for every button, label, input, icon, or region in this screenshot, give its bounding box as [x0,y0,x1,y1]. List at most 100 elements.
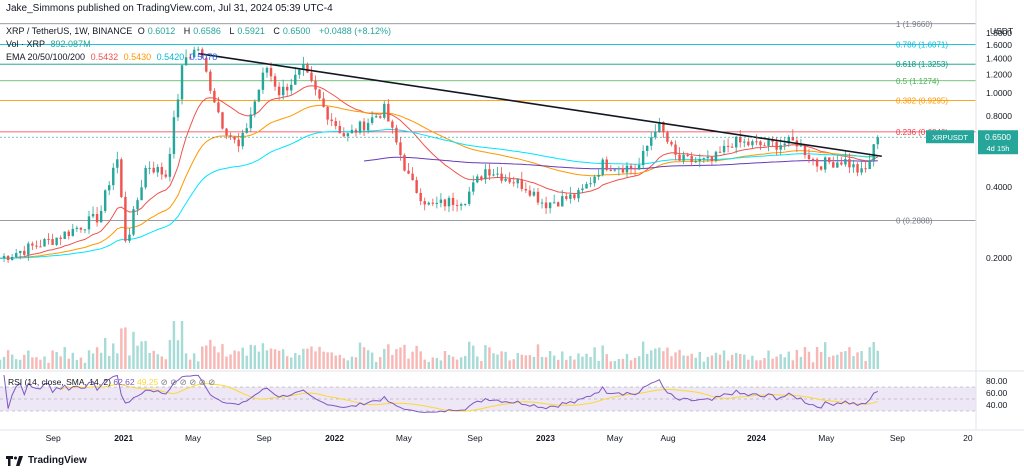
volume-bar [840,351,843,369]
candle-body [726,145,730,147]
candle-body [536,191,540,203]
rsi-visibility-icons[interactable]: ⊘ ⊘ ⊘ ⊘ ⊘ ⊘ [160,377,216,387]
volume-bar [856,352,859,369]
volume-bar [726,360,730,369]
volume-bar [561,351,564,369]
candle-body [730,146,734,148]
volume-bar [201,346,204,369]
volume-bar [548,351,552,369]
candle-body [524,188,528,191]
candle-body [35,245,38,247]
candle-body [31,243,34,246]
candle-body [103,190,107,211]
volume-bar [508,360,511,369]
candle-body [257,89,261,102]
candle-body [734,136,738,148]
volume-bar [431,357,435,369]
volume-bar [374,361,378,369]
volume-bar [544,357,548,369]
candle-body [520,179,524,189]
candle-body [666,132,669,142]
candle-body [561,196,564,207]
rsi-header: RSI (14, close, SMA, 14, 2) 62.62 49.25 … [8,377,215,388]
volume-bar [573,359,576,369]
volume-bar [87,350,91,369]
volume-bar [136,345,139,369]
volume-bar [625,353,629,369]
volume-bar [217,352,220,369]
volume-bar [803,347,807,369]
volume-bar [0,359,2,369]
volume-bar [698,352,701,369]
tradingview-brand[interactable]: TradingView [6,455,87,466]
volume-bar [379,357,382,369]
candle-body [811,159,815,161]
change-value: +0.0488 (+8.12%) [318,26,392,36]
candle-body [751,141,754,146]
candle-body [261,72,265,90]
candle-body [87,216,91,230]
time-tick-label: 20 [963,433,973,443]
candle-body [245,128,248,133]
volume-bar [188,359,192,369]
volume-bar [836,354,839,369]
volume-bar [192,353,196,369]
volume-bar [273,349,277,369]
volume-bar [59,356,62,369]
time-tick-label: Sep [257,433,272,443]
volume-bar [172,321,176,369]
volume-bar [848,347,851,369]
volume-bar [739,353,742,369]
candle-body [694,161,697,163]
candle-body [407,170,410,174]
candle-body [213,90,216,103]
time-tick-label: 2024 [747,433,766,443]
volume-bar [714,352,718,369]
candle-body [840,162,843,165]
volume-bar [795,349,799,369]
volume-bar [103,337,107,369]
candle-body [229,135,232,137]
volume-bar [641,341,645,369]
candle-body [366,122,370,131]
candle-body [63,231,66,239]
trendline [198,52,882,158]
candle-body [585,184,588,189]
time-tick-label: May [818,433,835,443]
volume-bar [91,353,95,369]
fib-label-0: 1 (1.9660) [896,20,933,29]
candle-body [314,80,317,90]
volume-bar [743,354,746,369]
candle-body [706,156,710,159]
volume-bar [2,356,6,369]
volume-bar [637,356,641,369]
candle-body [823,157,827,170]
candle-body [807,155,811,160]
ohlc-high: H 0.6586 [183,26,221,36]
candle-body [496,173,499,175]
volume-bar [285,356,289,369]
candle-body [472,182,475,192]
candle-body [654,131,657,138]
candle-body [326,106,329,120]
ohlc-close: C 0.6500 [273,26,311,36]
price-label-value: 0.6500 [985,132,1011,142]
candle-body [55,237,58,245]
candle-body [516,179,519,184]
volume-bar [79,357,83,369]
candle-body [528,190,532,196]
candle-body [415,180,418,193]
volume-bar [27,350,30,369]
volume-bar [524,355,528,369]
candle-body [342,133,346,137]
volume-bar [819,352,823,369]
volume-bar [334,355,337,369]
candle-body [423,201,426,205]
price-label-box [978,130,1018,155]
price-label-countdown: 4d 15h [987,144,1010,153]
volume-bar [504,351,507,369]
volume-bar [520,354,524,369]
candle-body [387,103,390,122]
fib-levels: 1 (1.9660) 0.786 (1.6071) 0.618 (1.3253) 0.… [0,20,976,225]
